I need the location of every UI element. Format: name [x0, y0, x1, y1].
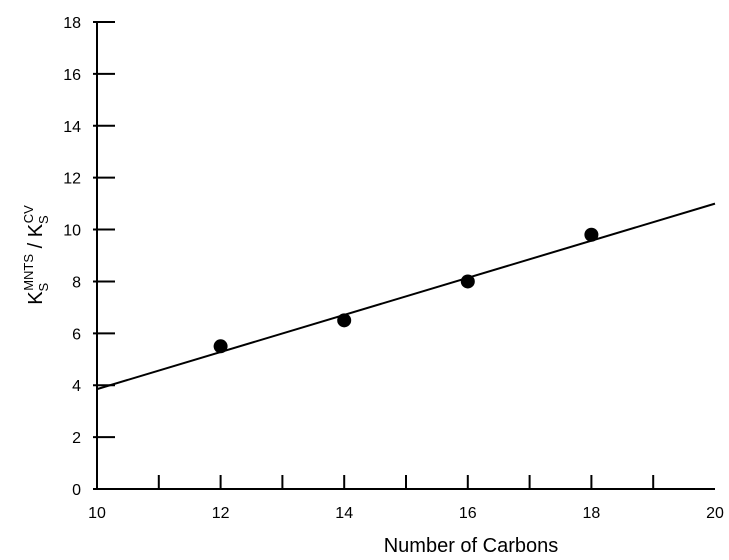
y-tick-label: 12 — [63, 171, 81, 188]
y-axis-title-part: MNTS — [21, 254, 36, 291]
y-tick-label: 18 — [63, 15, 81, 32]
y-axis-title: KSMNTS / KSCV — [21, 205, 51, 305]
x-tick-label: 14 — [335, 505, 353, 522]
y-axis-title-part: K — [25, 291, 47, 305]
y-tick-label: 4 — [72, 378, 81, 395]
y-tick-label: 0 — [72, 482, 81, 499]
y-tick-label: 14 — [63, 119, 81, 136]
x-axis-title: Number of Carbons — [384, 535, 559, 557]
y-axis-title-part: S — [36, 282, 51, 291]
fit-line — [96, 202, 716, 391]
y-tick-label: 8 — [72, 274, 81, 291]
data-points — [213, 227, 599, 354]
y-tick-label: 16 — [63, 67, 81, 84]
tick-labels: 0 2 4 6 8 10 12 14 16 18 10 12 14 16 18 20 — [63, 15, 724, 522]
data-point — [584, 227, 599, 242]
data-point — [337, 313, 352, 328]
x-tick-label: 12 — [212, 505, 230, 522]
y-tick-label: 6 — [72, 326, 81, 343]
data-point — [213, 339, 228, 354]
x-tick-label: 18 — [583, 505, 601, 522]
data-point — [460, 274, 475, 289]
y-axis-title-part: / K — [25, 223, 47, 254]
x-tick-label: 16 — [459, 505, 477, 522]
y-axis-title-part: S — [36, 215, 51, 224]
x-tick-label: 20 — [706, 505, 724, 522]
ticks — [93, 21, 655, 490]
y-axis-title-part: CV — [21, 205, 36, 223]
fit-line-group — [96, 202, 716, 391]
y-tick-label: 10 — [63, 223, 81, 240]
axes — [96, 22, 715, 490]
x-tick-label: 10 — [88, 505, 106, 522]
y-tick-label: 2 — [72, 430, 81, 447]
